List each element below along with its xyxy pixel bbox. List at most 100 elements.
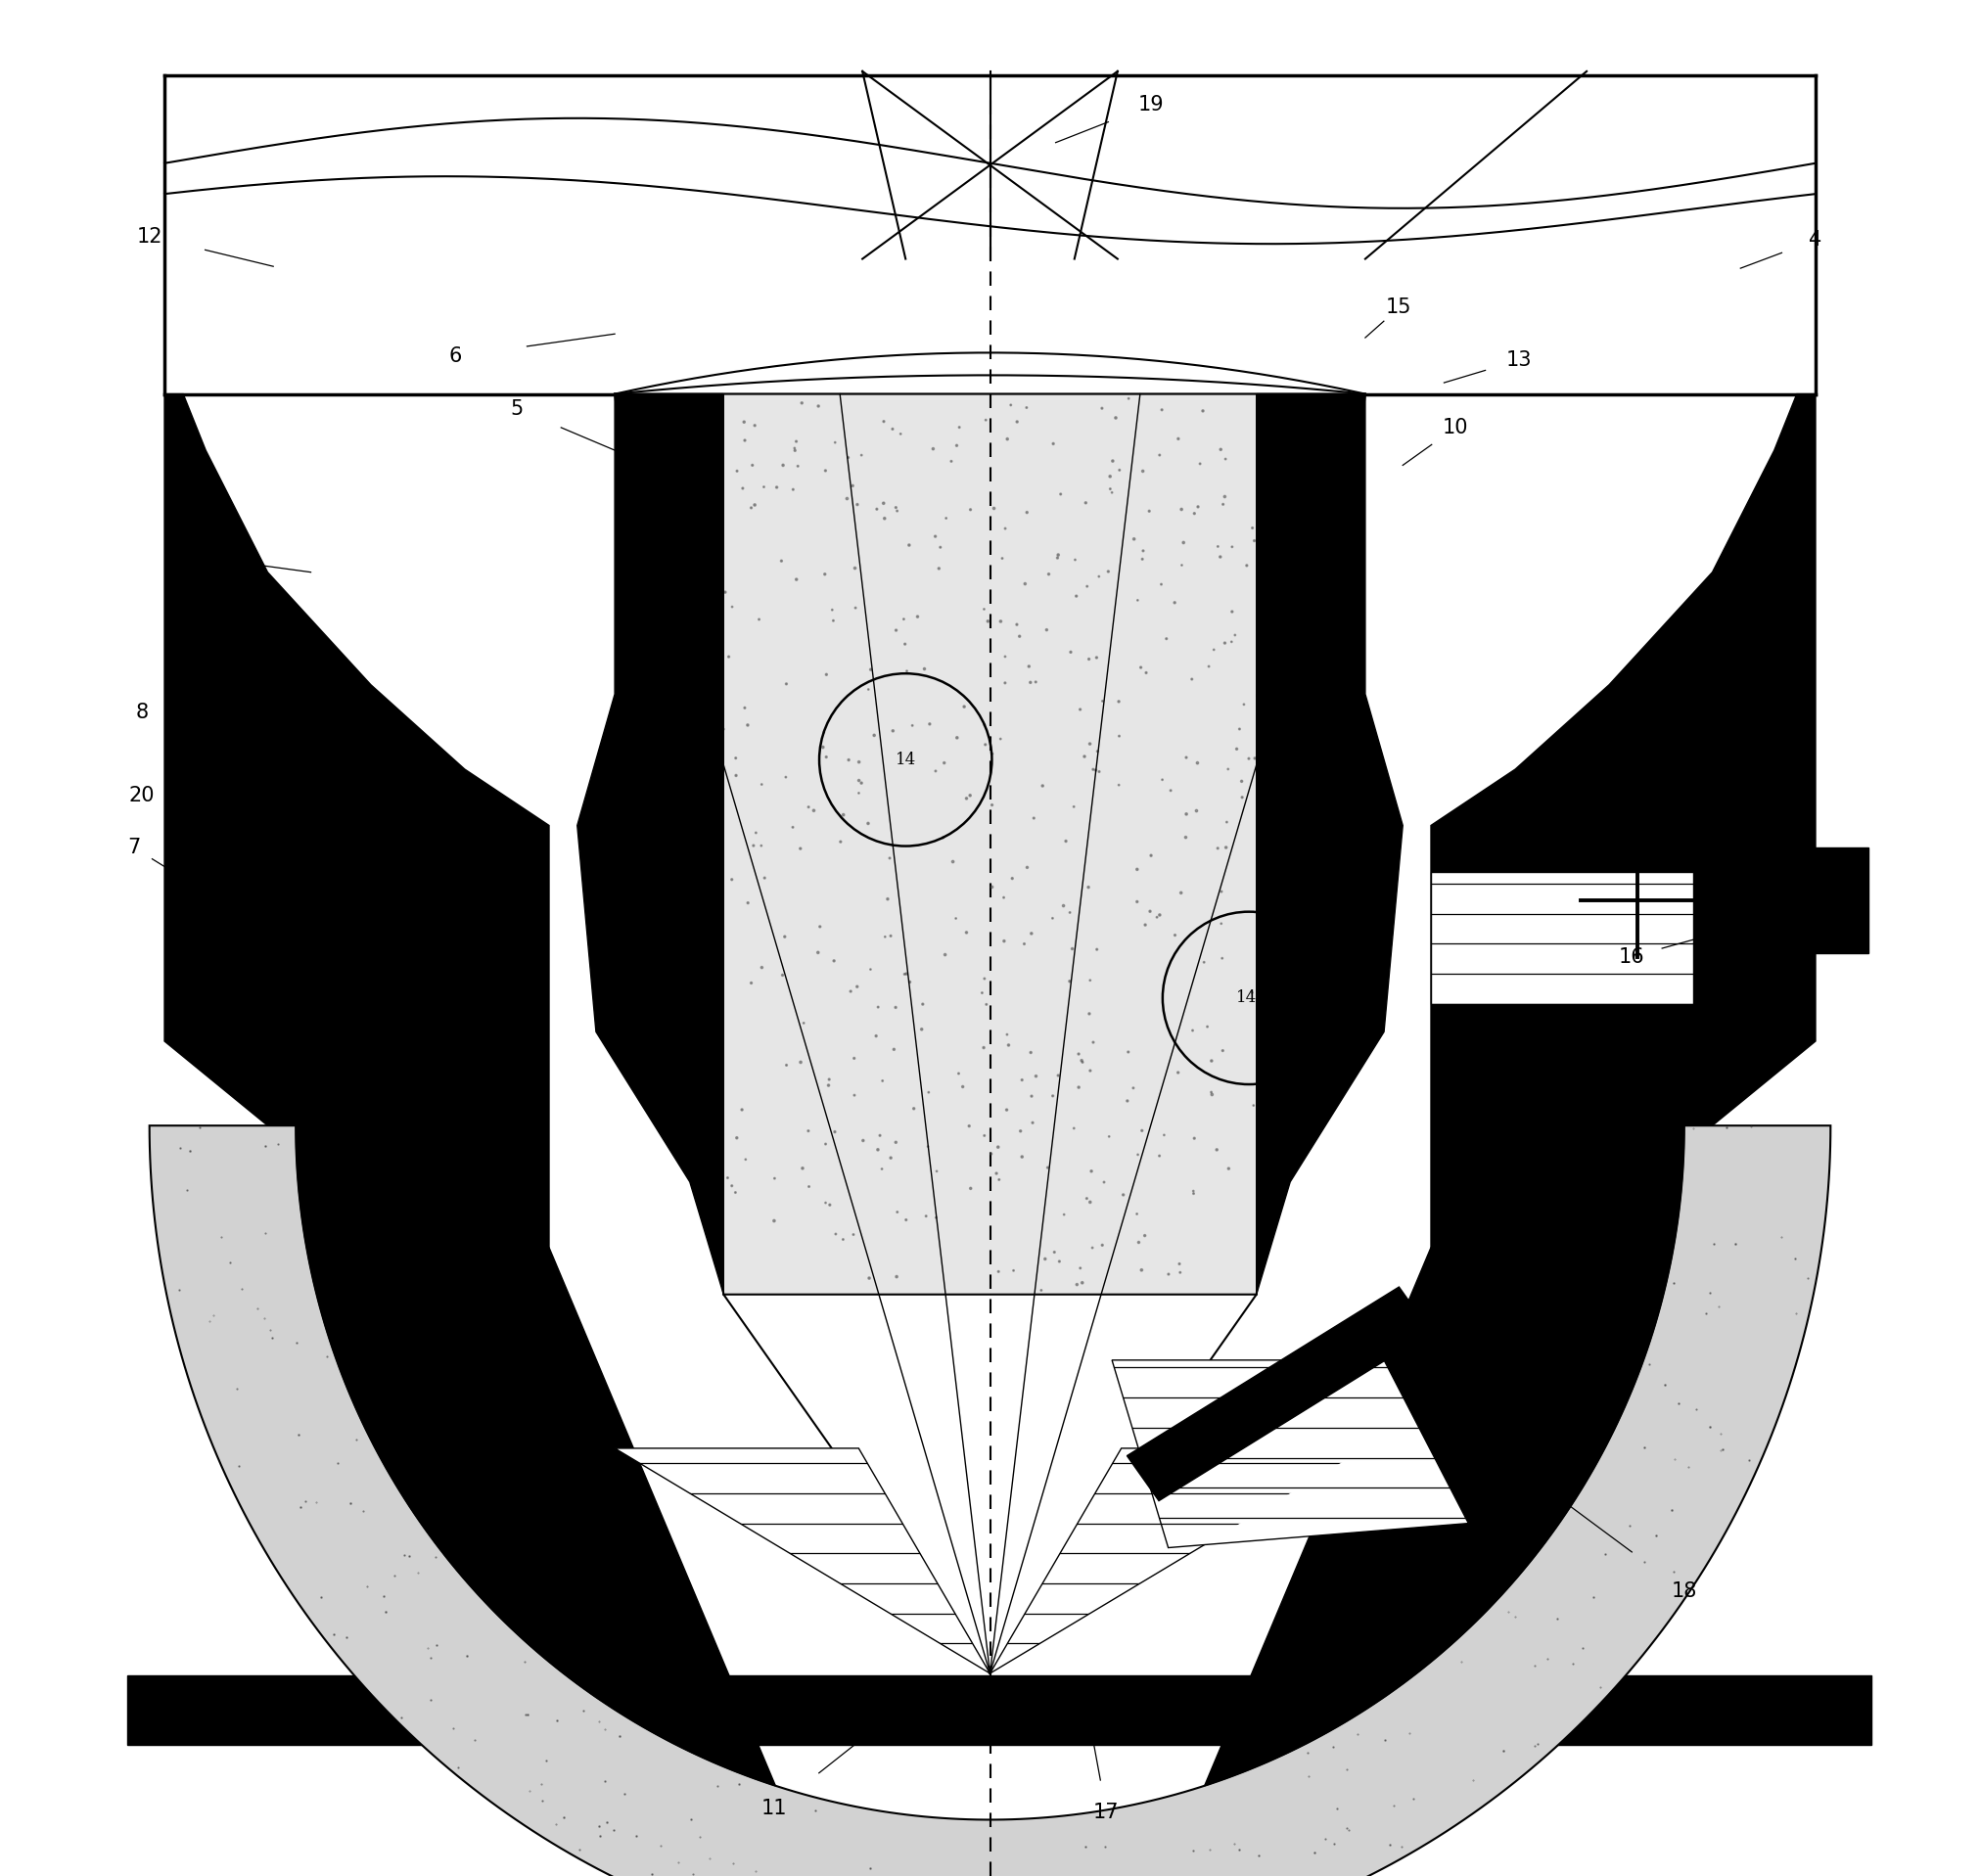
Point (921, 756, 952, 786)
Point (847, 1126, 879, 1156)
Text: 9: 9 (180, 546, 194, 565)
Point (701, 977, 733, 1007)
Point (695, 747, 727, 777)
Text: 16: 16 (1618, 947, 1645, 966)
Point (1071, 572, 1103, 602)
Point (669, 619, 701, 649)
Point (695, 1009, 727, 1039)
Point (727, 473, 758, 503)
Point (1150, 623, 1182, 653)
Point (1144, 900, 1176, 930)
Point (887, 604, 919, 634)
Point (1073, 872, 1105, 902)
Point (689, 715, 721, 745)
Point (1095, 461, 1127, 492)
Point (1265, 653, 1297, 683)
Text: 7: 7 (129, 839, 141, 857)
Point (1198, 634, 1230, 664)
Point (838, 1043, 869, 1073)
Point (986, 544, 1018, 574)
Point (816, 595, 847, 625)
Point (891, 1204, 923, 1234)
Point (970, 405, 1002, 435)
Point (703, 702, 735, 732)
Point (735, 493, 766, 523)
Point (673, 760, 705, 790)
Point (865, 1154, 897, 1184)
Point (1208, 1036, 1239, 1066)
Point (1220, 621, 1251, 651)
Text: 8: 8 (135, 704, 148, 722)
Point (729, 407, 760, 437)
Text: 4: 4 (1810, 231, 1822, 250)
Point (976, 1139, 1008, 1169)
Point (838, 1219, 869, 1249)
Point (998, 1255, 1030, 1285)
Point (748, 863, 780, 893)
Point (984, 606, 1016, 636)
Point (733, 887, 764, 917)
Point (683, 381, 715, 411)
Point (1257, 722, 1289, 752)
Point (1178, 1124, 1210, 1154)
Point (931, 503, 962, 533)
Point (1028, 771, 1059, 801)
Polygon shape (1432, 872, 1693, 1004)
Text: 11: 11 (760, 1799, 788, 1818)
Point (972, 606, 1004, 636)
Point (814, 1189, 845, 1219)
Point (838, 471, 869, 501)
Point (1202, 1135, 1234, 1165)
Point (1325, 383, 1356, 413)
Point (1164, 878, 1196, 908)
Point (867, 488, 899, 518)
Text: 14: 14 (895, 752, 917, 767)
Point (1271, 608, 1303, 638)
Point (828, 1225, 859, 1255)
Point (834, 745, 865, 775)
Point (879, 493, 911, 523)
Point (889, 959, 921, 989)
Point (802, 938, 834, 968)
Point (1140, 902, 1172, 932)
Point (770, 670, 802, 700)
Point (1303, 630, 1335, 660)
Point (940, 430, 972, 460)
Point (766, 961, 798, 991)
Point (1083, 561, 1115, 591)
Point (1081, 934, 1113, 964)
Point (1065, 1253, 1097, 1283)
Point (948, 692, 980, 722)
Point (968, 964, 1000, 994)
Point (845, 767, 877, 797)
Point (1265, 520, 1297, 550)
Point (988, 882, 1020, 912)
Point (826, 827, 857, 857)
Point (881, 1263, 913, 1293)
Point (1014, 651, 1045, 681)
Point (1081, 643, 1113, 673)
Point (721, 760, 752, 790)
Point (879, 992, 911, 1022)
Point (1164, 1249, 1196, 1279)
Point (1135, 897, 1166, 927)
Point (976, 790, 1008, 820)
Point (867, 1066, 899, 1096)
Point (893, 966, 925, 996)
Point (733, 711, 764, 741)
Point (1133, 495, 1164, 525)
Point (721, 1124, 752, 1154)
Point (1245, 563, 1277, 593)
Point (877, 717, 909, 747)
Point (1014, 668, 1045, 698)
Point (1249, 951, 1281, 981)
Point (820, 1219, 851, 1249)
Point (778, 475, 810, 505)
Point (1257, 919, 1289, 949)
Point (1232, 550, 1263, 580)
Point (1032, 1152, 1063, 1182)
Text: 1: 1 (186, 707, 200, 726)
Point (968, 709, 1000, 739)
Point (954, 780, 986, 810)
Point (1158, 919, 1190, 949)
